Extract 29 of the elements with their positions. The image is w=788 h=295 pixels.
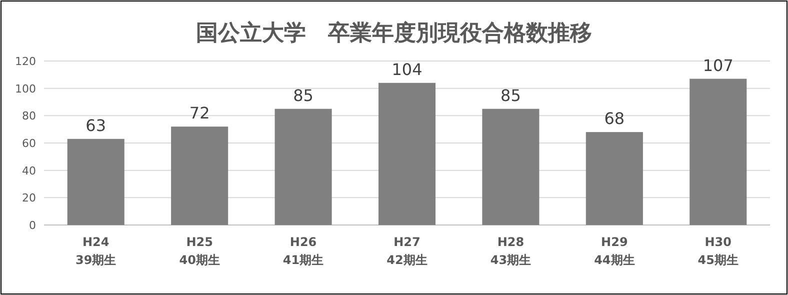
data-label: 68 [604,109,625,128]
data-label: 72 [189,104,210,123]
bar [274,108,332,225]
y-tick-label: 60 [22,137,36,150]
y-tick-label: 80 [22,110,36,123]
x-tick-label: H25 40期生 [179,235,220,267]
data-label: 85 [293,86,314,105]
y-tick-label: 0 [29,219,36,232]
y-tick-label: 120 [15,55,36,68]
bar [378,82,436,225]
x-tick-label: H28 43期生 [490,235,532,267]
x-tick-label: H30 45期生 [698,235,738,267]
y-tick-label: 40 [22,164,36,178]
x-tick-label: H24 39期生 [76,235,116,267]
y-tick-label: 20 [22,192,36,205]
x-tick-label: H27 42期生 [386,235,428,267]
x-tick-label: H26 41期生 [282,235,324,267]
x-tick-label: H29 44期生 [594,235,635,267]
bar [171,126,228,225]
bar [482,108,540,225]
bar [586,132,643,225]
bar [690,78,747,225]
chart-title: 国公立大学 卒業年度別現役合格数推移 [196,20,592,46]
data-label: 85 [500,86,521,105]
data-label: 104 [392,60,422,79]
data-label: 107 [702,56,734,75]
bar [67,138,124,225]
y-tick-label: 100 [15,82,36,96]
data-label: 63 [86,116,106,135]
